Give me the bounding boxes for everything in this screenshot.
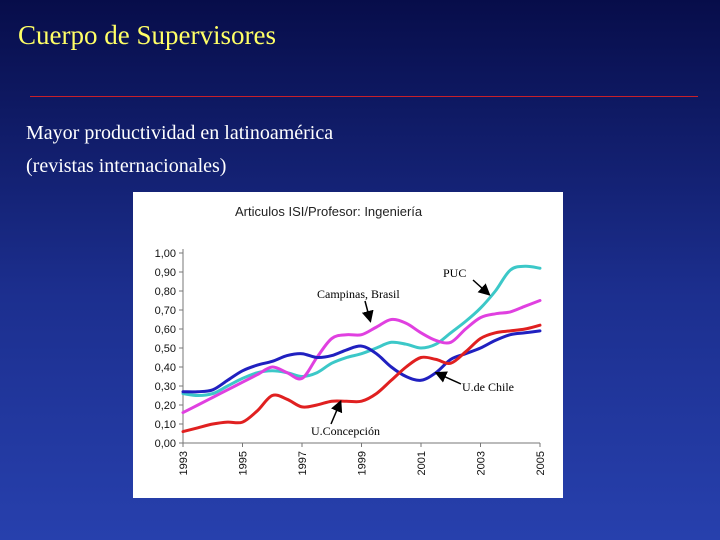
series-line-u-de-chile <box>181 329 542 394</box>
title-divider <box>30 96 698 97</box>
annotation-label: Campinas, Brasil <box>317 287 400 301</box>
annotation-arrow <box>434 371 462 385</box>
y-tick-label: 1,00 <box>155 248 176 260</box>
x-tick-label: 1993 <box>178 451 190 475</box>
annotation-arrow <box>330 399 343 425</box>
series-line-puc <box>181 264 542 397</box>
x-tick-label: 1997 <box>297 451 309 475</box>
y-tick-label: 0,10 <box>155 419 176 431</box>
annotation-label: PUC <box>443 266 466 280</box>
line-chart: Articulos ISI/Profesor: Ingeniería 0,00 0… <box>155 204 547 475</box>
y-tick-label: 0,00 <box>155 438 176 450</box>
y-tick-label: 0,50 <box>155 343 176 355</box>
annotation-arrow <box>472 279 491 296</box>
x-tick-label: 2003 <box>476 451 488 475</box>
series-line-u-concepci-n <box>181 323 542 434</box>
y-tick-label: 0,90 <box>155 267 176 279</box>
annotation-label: U.de Chile <box>462 380 514 394</box>
y-tick-label: 0,30 <box>155 381 176 393</box>
y-tick-label: 0,80 <box>155 286 176 298</box>
subtitle-line-1: Mayor productividad en latinoamérica <box>26 122 334 144</box>
x-tick-label: 1999 <box>357 451 369 475</box>
x-tick-label: 2005 <box>535 451 547 475</box>
annotation-label: U.Concepción <box>311 424 380 438</box>
y-tick-label: 0,40 <box>155 362 176 374</box>
subtitle-line-2: (revistas internacionales) <box>26 155 227 177</box>
series-line-campinas-brasil <box>181 299 542 415</box>
x-tick-label: 2001 <box>416 451 428 475</box>
chart-title: Articulos ISI/Profesor: Ingeniería <box>235 204 423 219</box>
y-tick-label: 0,70 <box>155 305 176 317</box>
annotation-arrow <box>361 300 374 323</box>
x-tick-label: 1995 <box>238 451 250 475</box>
slide-title: Cuerpo de Supervisores <box>18 20 276 50</box>
y-tick-label: 0,60 <box>155 324 176 336</box>
y-tick-label: 0,20 <box>155 400 176 412</box>
chart-panel: Articulos ISI/Profesor: Ingeniería 0,00 0… <box>133 192 563 498</box>
